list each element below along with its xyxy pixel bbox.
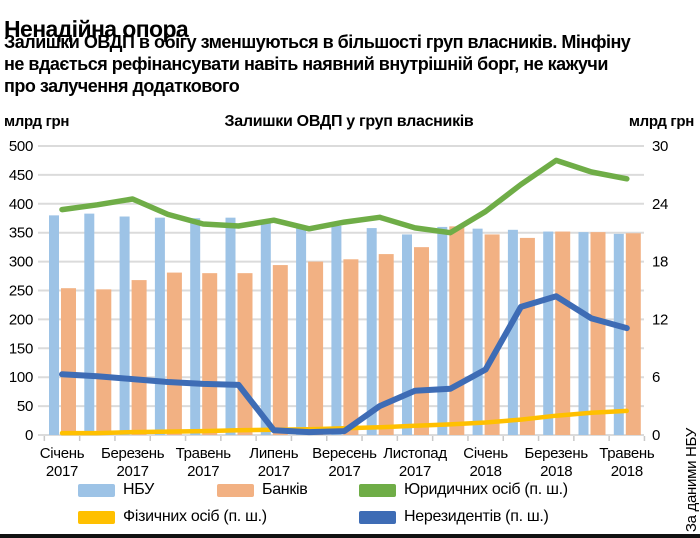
x-axis-label-month: Березень <box>101 445 165 462</box>
bar-nbu <box>84 213 95 435</box>
bar-nbu <box>225 217 236 435</box>
bar-nbu <box>296 226 307 435</box>
bar-nbu <box>119 216 130 435</box>
x-axis-label-year: 2018 <box>540 463 572 480</box>
x-axis-label-month: Листопад <box>383 445 447 462</box>
x-axis-label-month: Березень <box>525 445 589 462</box>
chart-plot-area: 0 50 100 150 200 250 300 350 400 450 500 0 6 12 18 24 30… <box>9 140 669 480</box>
y-axis-tick-label-left: 450 <box>9 167 33 184</box>
bar-nbu <box>331 225 342 435</box>
bar-bankiv <box>131 280 147 435</box>
bar-nbu <box>507 229 518 435</box>
bar-nbu <box>154 217 165 435</box>
x-axis-label-year: 2017 <box>328 463 360 480</box>
bar-nbu <box>472 228 483 435</box>
x-axis-label-month: Січень <box>40 445 85 462</box>
bar-bankiv <box>484 234 500 435</box>
bar-bankiv <box>237 273 253 435</box>
subtitle-line-1: Залишки ОВДП в обігу зменшуються в більш… <box>4 32 631 52</box>
x-axis-label-month: Липень <box>249 445 298 462</box>
y-axis-tick-label-right: 18 <box>652 254 668 271</box>
y-axis-tick-label-left: 150 <box>9 340 33 357</box>
x-axis-label-month: Січень <box>463 445 508 462</box>
page-title: Ненадійна опора <box>4 16 189 43</box>
y-axis-tick-label-left: 300 <box>9 254 33 271</box>
bar-bankiv <box>625 233 641 435</box>
x-axis-label-year: 2018 <box>611 463 643 480</box>
legend-label: Фізичних осіб (п. ш.) <box>123 508 267 525</box>
bar-nbu <box>190 218 201 435</box>
y-axis-tick-label-left: 0 <box>25 427 33 444</box>
subtitle-line-3: про залучення додаткового <box>4 76 240 96</box>
source-note: За даними НБУ <box>683 427 700 532</box>
y-axis-tick-label-left: 400 <box>9 196 33 213</box>
y-axis-tick-label-right: 6 <box>652 369 660 386</box>
bar-nbu <box>366 228 377 435</box>
x-axis-label-year: 2017 <box>258 463 290 480</box>
right-axis-unit: млрд грн <box>628 113 694 130</box>
y-axis-tick-label-right: 12 <box>652 311 668 328</box>
subtitle-line-2: не вдається рефінансувати навіть наявний… <box>4 54 608 74</box>
bar-bankiv <box>272 265 288 435</box>
legend-swatch <box>78 483 115 497</box>
line-yurydychnykh-osib <box>59 157 630 236</box>
bar-bankiv <box>166 272 182 435</box>
x-axis-label-month: Травень <box>599 445 655 462</box>
x-axis-label-year: 2017 <box>117 463 149 480</box>
y-axis-tick-label-right: 24 <box>652 196 668 213</box>
y-axis-tick-label-left: 500 <box>9 140 33 155</box>
y-axis-tick-label-right: 0 <box>652 427 660 444</box>
x-axis-label-month: Травень <box>176 445 232 462</box>
bar-nbu <box>613 233 624 435</box>
bar-bankiv <box>555 231 571 435</box>
chart-header: млрд грн Залишки ОВДП у груп власників м… <box>4 113 694 131</box>
bar-nbu <box>543 231 554 435</box>
y-axis-tick-label-left: 50 <box>17 398 33 415</box>
x-axis-label-year: 2018 <box>470 463 502 480</box>
bar-nbu <box>402 234 412 435</box>
legend-swatch <box>359 510 396 524</box>
bar-bankiv <box>202 273 218 435</box>
x-axis-label-year: 2017 <box>399 463 431 480</box>
y-axis-tick-label-left: 350 <box>9 225 33 242</box>
bar-bankiv <box>61 288 76 435</box>
bar-bankiv <box>414 247 429 435</box>
bar-bankiv <box>519 237 535 435</box>
legend-swatch <box>359 483 396 497</box>
bar-bankiv <box>343 259 359 435</box>
y-axis-tick-label-left: 100 <box>9 369 33 386</box>
bar-bankiv <box>96 289 112 435</box>
bar-nbu <box>49 215 59 435</box>
legend-item-line-fizychnykh-osib: Фізичних осіб (п. ш.) <box>78 508 267 526</box>
x-axis-label-month: Вересень <box>312 445 377 462</box>
x-axis-label-year: 2017 <box>187 463 219 480</box>
y-axis-tick-label-left: 250 <box>9 283 33 300</box>
y-axis-tick-label-left: 200 <box>9 311 33 328</box>
bottom-edge-bar <box>0 534 700 538</box>
bar-bankiv <box>378 254 394 435</box>
legend-swatch <box>217 483 254 497</box>
left-axis-unit: млрд грн <box>4 113 70 130</box>
bar-bankiv <box>449 226 465 435</box>
legend-swatch <box>78 510 115 524</box>
legend-item-line-nerezydentiv: Нерезидентів (п. ш.) <box>359 508 549 526</box>
bar-nbu <box>260 221 271 435</box>
line-nerezydentiv <box>59 293 630 436</box>
x-axis-label-year: 2017 <box>46 463 78 480</box>
legend-label: Нерезидентів (п. ш.) <box>404 508 549 525</box>
chart-title: Залишки ОВДП у груп власників <box>224 113 474 130</box>
bar-nbu <box>437 226 448 435</box>
page-subtitle: Залишки ОВДП в обігу зменшуються в більш… <box>4 31 631 97</box>
y-axis-tick-label-right: 30 <box>652 140 668 155</box>
bar-bankiv <box>590 232 606 435</box>
bar-bankiv <box>308 261 324 435</box>
bar-nbu <box>578 232 589 435</box>
